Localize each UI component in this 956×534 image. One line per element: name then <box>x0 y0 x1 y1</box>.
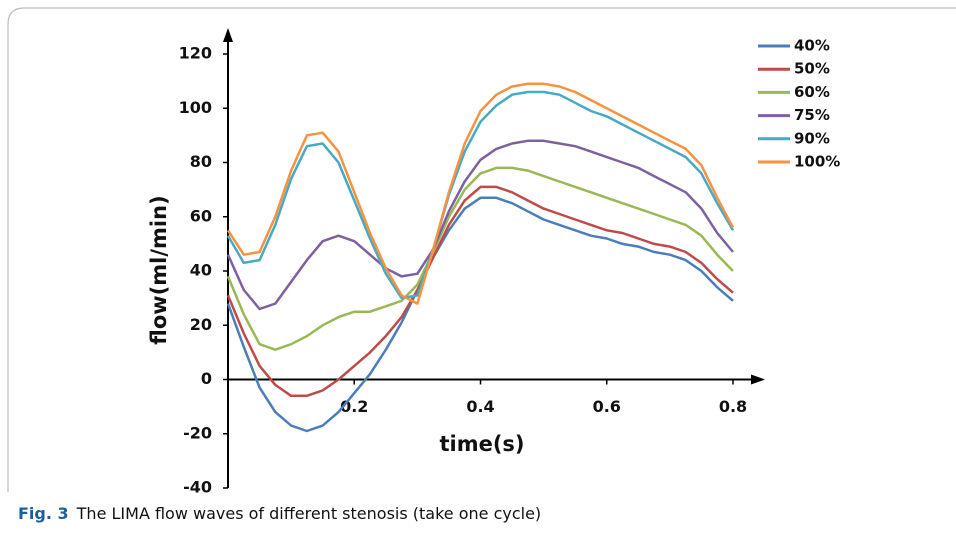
y-tick-label: 20 <box>190 315 212 334</box>
legend-label: 90% <box>794 129 830 147</box>
series-line <box>226 185 734 398</box>
x-tick-label: 0.6 <box>593 397 621 416</box>
caption-label: Fig. 3 <box>18 504 69 523</box>
y-tick-label: -20 <box>183 423 212 442</box>
series-line <box>226 82 735 305</box>
x-axis-title: time(s) <box>439 432 524 456</box>
y-tick-label: 40 <box>190 261 212 280</box>
y-tick-label: 60 <box>190 206 212 225</box>
x-tick-label: 0.8 <box>719 397 747 416</box>
series-line <box>226 166 734 351</box>
caption: Fig. 3 The LIMA flow waves of different s… <box>18 504 541 523</box>
legend-label: 60% <box>794 83 830 101</box>
series-line <box>226 196 734 433</box>
legend-label: 50% <box>794 60 830 78</box>
y-tick-label: 100 <box>179 98 212 117</box>
legend-label: 75% <box>794 106 830 124</box>
legend-label: 40% <box>794 37 830 55</box>
caption-text: The LIMA flow waves of different stenosi… <box>76 504 542 523</box>
y-tick-label: 0 <box>201 369 212 388</box>
x-tick-label: 0.4 <box>466 397 494 416</box>
x-axis-arrow <box>751 374 765 385</box>
y-axis-arrow <box>223 28 233 42</box>
series-line <box>226 139 734 311</box>
y-tick-label: 80 <box>190 152 212 171</box>
y-axis-title: flow(ml/min) <box>147 195 171 344</box>
y-tick-label: 120 <box>179 44 212 63</box>
series-line <box>226 90 735 300</box>
y-tick-label: -40 <box>183 478 212 497</box>
legend-label: 100% <box>794 153 840 171</box>
frame <box>7 7 956 492</box>
